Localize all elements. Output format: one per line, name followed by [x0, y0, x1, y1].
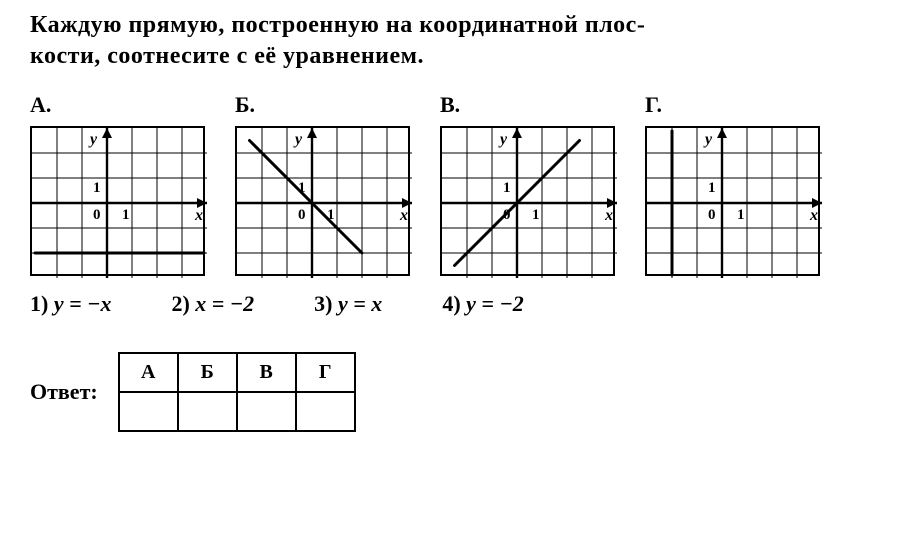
- graph-V: В. yx011: [440, 92, 615, 276]
- answer-table: А Б В Г: [118, 352, 356, 432]
- eq-3-body: y = x: [338, 291, 382, 316]
- svg-text:y: y: [703, 131, 713, 148]
- eq-4-num: 4): [442, 291, 460, 316]
- eq-2-body: x = −2: [195, 291, 254, 316]
- graph-B-canvas: yx011: [235, 126, 410, 276]
- eq-4-body: y = −2: [466, 291, 524, 316]
- graph-B: Б. yx011: [235, 92, 410, 276]
- answer-cell-V[interactable]: [237, 392, 296, 431]
- svg-text:1: 1: [737, 207, 745, 223]
- svg-text:x: x: [604, 207, 613, 224]
- answer-header-B: Б: [178, 353, 237, 392]
- svg-text:y: y: [88, 131, 98, 148]
- eq-1-num: 1): [30, 291, 48, 316]
- svg-text:x: x: [399, 207, 408, 224]
- equation-2: 2) x = −2: [171, 291, 254, 317]
- answer-header-G: Г: [296, 353, 355, 392]
- graph-A-canvas: y x 0 1 1: [30, 126, 205, 276]
- graph-A-label: А.: [30, 92, 205, 118]
- equations-row: 1) y = −x 2) x = −2 3) y = x 4) y = −2: [30, 291, 872, 317]
- answer-cell-G[interactable]: [296, 392, 355, 431]
- svg-text:x: x: [194, 207, 203, 224]
- graph-V-canvas: yx011: [440, 126, 615, 276]
- eq-1-body: y = −x: [54, 291, 112, 316]
- answer-cell-A[interactable]: [119, 392, 178, 431]
- problem-line-2: кости, соотнесите с её уравнением.: [30, 43, 424, 69]
- equation-3: 3) y = x: [314, 291, 382, 317]
- table-row: А Б В Г: [119, 353, 355, 392]
- answer-header-V: В: [237, 353, 296, 392]
- equation-1: 1) y = −x: [30, 291, 111, 317]
- svg-text:1: 1: [532, 207, 540, 223]
- graph-G: Г. y x 0 1 1: [645, 92, 820, 276]
- svg-text:0: 0: [298, 207, 306, 223]
- answer-header-A: А: [119, 353, 178, 392]
- graph-B-label: Б.: [235, 92, 410, 118]
- eq-3-num: 3): [314, 291, 332, 316]
- svg-text:x: x: [809, 207, 818, 224]
- svg-text:1: 1: [93, 180, 101, 196]
- svg-text:1: 1: [503, 180, 511, 196]
- answer-row: Ответ: А Б В Г: [30, 352, 872, 432]
- eq-2-num: 2): [171, 291, 189, 316]
- graph-V-label: В.: [440, 92, 615, 118]
- problem-line-1: Каждую прямую, построенную на координатн…: [30, 12, 645, 38]
- problem-statement: Каждую прямую, построенную на координатн…: [30, 10, 872, 72]
- svg-text:y: y: [498, 131, 508, 148]
- svg-text:0: 0: [93, 207, 101, 223]
- graph-G-canvas: y x 0 1 1: [645, 126, 820, 276]
- answer-label: Ответ:: [30, 379, 98, 405]
- table-row: [119, 392, 355, 431]
- svg-text:1: 1: [708, 180, 716, 196]
- graphs-row: А. y x 0 1 1 Б. y x 0 1 1 В. y x 0 1 1 Г. y x 0 1 1: [30, 92, 872, 276]
- svg-text:0: 0: [708, 207, 716, 223]
- equation-4: 4) y = −2: [442, 291, 523, 317]
- answer-cell-B[interactable]: [178, 392, 237, 431]
- graph-G-label: Г.: [645, 92, 820, 118]
- graph-A: А. y x 0 1 1: [30, 92, 205, 276]
- svg-text:y: y: [293, 131, 303, 148]
- svg-text:1: 1: [122, 207, 130, 223]
